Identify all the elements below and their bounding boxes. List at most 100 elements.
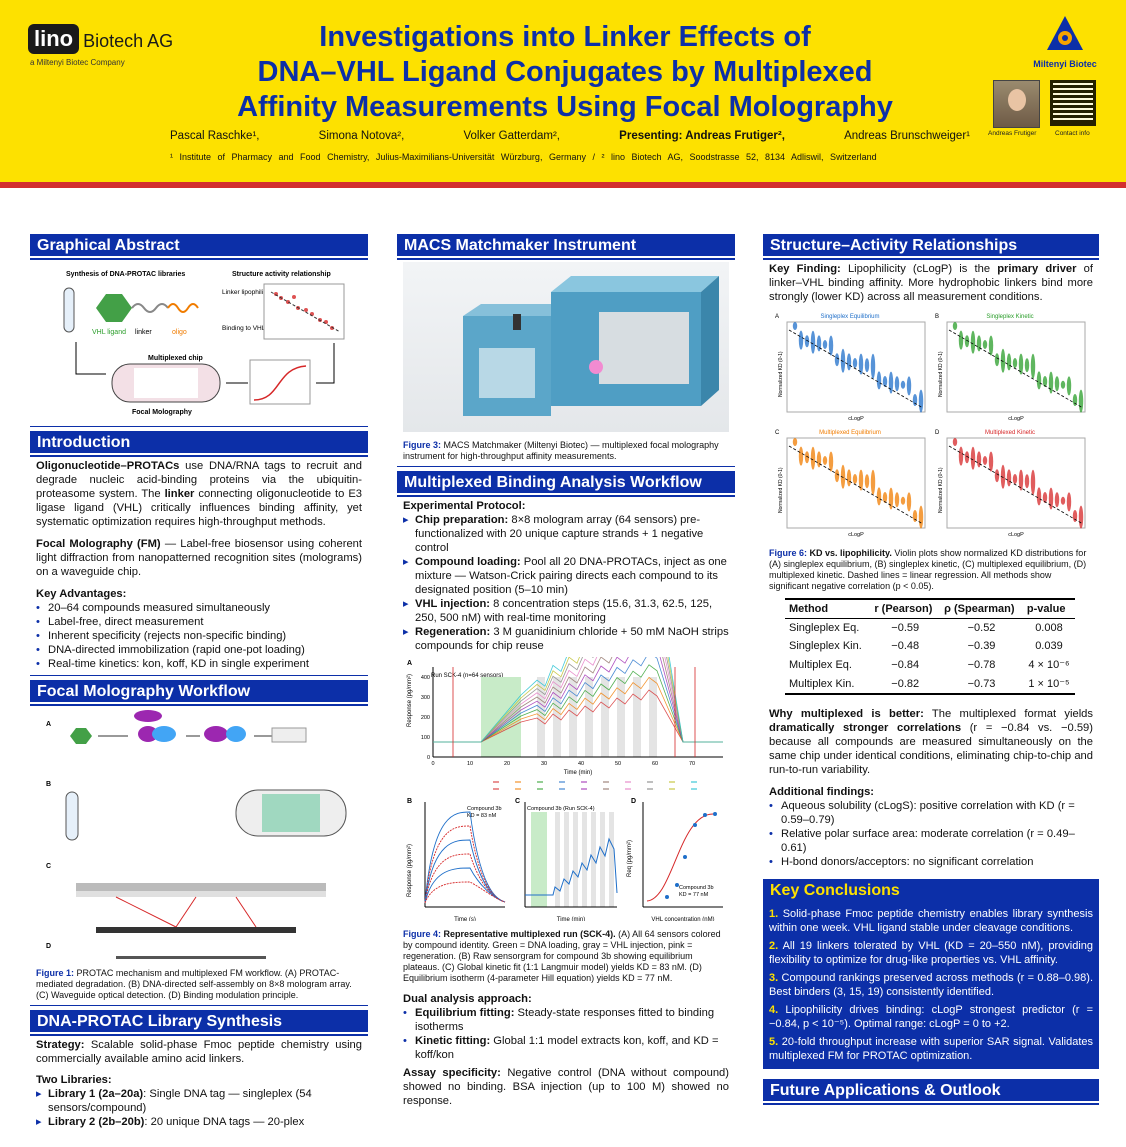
svg-text:A: A xyxy=(46,721,51,728)
injection-band xyxy=(569,677,577,757)
violin xyxy=(964,451,970,464)
regression-line xyxy=(788,445,924,525)
violin xyxy=(828,451,834,472)
x-axis-label: Time (s) xyxy=(454,917,476,921)
y-axis-label: Normalized KD (0-1) xyxy=(938,351,944,397)
isotherm-point xyxy=(713,812,717,816)
x-axis-label: cLogP xyxy=(1008,532,1024,538)
violin xyxy=(828,335,834,356)
isotherm-point xyxy=(703,813,707,817)
violin xyxy=(870,469,876,495)
y-axis-label: Normalized KD (0-1) xyxy=(778,351,784,397)
list-item: Real-time kinetics: kon, koff, KD in sin… xyxy=(36,657,368,671)
panel-label: C xyxy=(515,798,520,805)
sensor-trace xyxy=(433,676,723,743)
violin xyxy=(804,451,810,464)
violin xyxy=(1018,469,1024,491)
author: Pascal Raschke¹, xyxy=(170,130,260,142)
panel-title: Multiplexed Equilibrium xyxy=(819,430,881,436)
advantages-list: 20–64 compounds measured simultaneously … xyxy=(30,601,368,671)
svg-text:Focal Molography: Focal Molography xyxy=(132,409,192,416)
violin xyxy=(1006,469,1012,487)
list-item: Aqueous solubility (cLogS): positive cor… xyxy=(769,799,1099,827)
violin xyxy=(810,446,816,470)
violin xyxy=(1072,510,1078,522)
violin xyxy=(958,446,964,466)
list-item: Equilibrium fitting: Steady-state respon… xyxy=(403,1006,735,1034)
violin xyxy=(1018,353,1024,375)
qr-code-icon[interactable] xyxy=(1050,80,1096,126)
multiplexed-run-figure: A Run SCK-4 (n=64 sensors) 0 100 200 300 400 0 1… xyxy=(403,575,729,923)
table-cell: −0.39 xyxy=(967,640,996,652)
violin xyxy=(1048,487,1054,510)
x-tick-label: 60 xyxy=(652,761,658,767)
table-row: Multiplex Eq. −0.84 −0.78 4 × 10⁻⁶ xyxy=(785,655,1075,674)
regression-line xyxy=(948,445,1084,525)
regression-line xyxy=(788,329,924,409)
y-tick-label: 400 xyxy=(421,675,430,681)
violin xyxy=(834,469,840,483)
x-axis-label: cLogP xyxy=(848,532,864,538)
svg-text:Multiplexed chip: Multiplexed chip xyxy=(148,355,203,362)
violin xyxy=(918,505,924,529)
key-conclusions-box: Key Conclusions 1. Solid-phase Fmoc pept… xyxy=(763,879,1099,1069)
plot-frame xyxy=(786,321,926,413)
compound-label: Compound 3b xyxy=(679,885,714,891)
violin xyxy=(1078,505,1084,529)
macs-instrument-photo xyxy=(403,262,729,432)
title-line-1: Investigations into Linker Effects of xyxy=(319,21,811,53)
figure-4-caption: Figure 4: Representative multiplexed run… xyxy=(403,929,721,983)
y-tick-label: 0 xyxy=(427,755,430,761)
author-presenting: Presenting: Andreas Frutiger², xyxy=(619,130,785,142)
violin xyxy=(976,451,982,468)
table-row: Singleplex Eq. −0.59 −0.52 0.008 xyxy=(785,619,1075,638)
sensor-trace xyxy=(433,664,723,743)
panel-title: Singleplex Kinetic xyxy=(986,314,1033,320)
violin xyxy=(894,376,900,392)
violin xyxy=(970,446,976,470)
list-item: Label-free, direct measurement xyxy=(36,615,368,629)
violin xyxy=(822,456,828,465)
violin xyxy=(1030,469,1036,495)
violin xyxy=(798,446,804,466)
x-axis-label: Time (min) xyxy=(564,770,592,776)
violin xyxy=(1012,474,1018,484)
sensor-trace xyxy=(433,639,723,743)
regression-line xyxy=(948,329,1084,409)
injection-band xyxy=(617,677,625,757)
violin xyxy=(852,474,858,484)
y-tick-label: 300 xyxy=(421,695,430,701)
list-item: DNA-directed immobilization (rapid one-p… xyxy=(36,643,368,657)
violin xyxy=(1078,389,1084,413)
table-cell: 0.039 xyxy=(1035,640,1063,652)
violin xyxy=(816,451,822,468)
x-tick-label: 30 xyxy=(541,761,547,767)
violin xyxy=(1012,358,1018,368)
section-title-introduction: Introduction xyxy=(30,431,368,455)
injection-band xyxy=(573,812,578,907)
violin xyxy=(912,394,918,406)
lino-logo: lino Biotech AG a Miltenyi Biotec Company xyxy=(28,24,198,74)
violin xyxy=(1030,353,1036,379)
table-cell: −0.82 xyxy=(870,674,941,695)
intro-paragraph-2: Focal Molography (FM) — Label-free biose… xyxy=(36,538,362,578)
compound-label: Compound 3b (Run SCK-4) xyxy=(527,806,595,812)
y-axis-label: Response (pg/mm²) xyxy=(407,844,413,897)
violin xyxy=(918,389,924,413)
violin xyxy=(1072,394,1078,406)
violin xyxy=(840,464,846,489)
list-item: Kinetic fitting: Global 1:1 model extrac… xyxy=(403,1034,735,1062)
list-item: Library 1 (2a–20a): Single DNA tag — sin… xyxy=(36,1087,368,1115)
loading-band xyxy=(481,677,521,757)
violin xyxy=(804,335,810,348)
logo-lino-mark: lino xyxy=(28,24,80,54)
advantages-heading: Key Advantages: xyxy=(36,588,127,600)
table-cell: 1 × 10⁻⁵ xyxy=(1022,674,1075,695)
violin xyxy=(870,353,876,379)
violin xyxy=(1000,464,1006,489)
violin xyxy=(988,335,994,356)
violin xyxy=(876,371,882,390)
injection-band xyxy=(633,677,641,757)
plot-frame xyxy=(946,437,1086,529)
violin xyxy=(846,469,852,487)
